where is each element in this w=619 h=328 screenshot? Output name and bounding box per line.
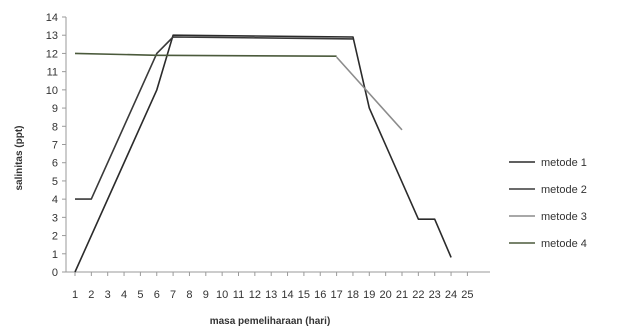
y-tick-label: 3: [52, 212, 58, 224]
x-tick-label: 24: [445, 289, 457, 301]
legend-label: metode 2: [541, 184, 587, 196]
x-tick-label: 19: [363, 289, 375, 301]
x-tick-label: 10: [216, 289, 228, 301]
y-axis-title: salinitas (ppt): [14, 125, 25, 190]
legend-label: metode 1: [541, 157, 587, 169]
y-tick-label: 14: [46, 12, 58, 24]
x-tick-label: 17: [330, 289, 342, 301]
x-tick-label: 7: [170, 289, 176, 301]
y-tick-label: 11: [47, 67, 58, 79]
y-tick-label: 5: [52, 176, 58, 188]
x-tick-label: 18: [347, 289, 359, 301]
y-tick-label: 10: [46, 85, 58, 97]
y-tick-label: 6: [52, 158, 58, 170]
x-tick-label: 11: [233, 289, 244, 301]
series-line-metode-3: [336, 56, 403, 131]
y-tick-label: 0: [52, 267, 58, 279]
y-tick-label: 12: [46, 48, 58, 60]
x-tick-label: 14: [281, 289, 293, 301]
series-lines: [74, 34, 452, 273]
legend-label: metode 4: [541, 238, 587, 250]
series-line-metode-4: [74, 52, 337, 57]
x-tick-label: 21: [396, 289, 408, 301]
y-tick-label: 8: [52, 121, 58, 133]
y-tick-label: 2: [52, 231, 58, 243]
x-axis-ticks: 1 2 3 4 5 6 7 8 9 10 11 12 13 14 15 16 17 18 19 20 21 22 23 24 2…: [72, 272, 474, 301]
legend-label: metode 3: [541, 211, 587, 223]
x-tick-label: 25: [461, 289, 473, 301]
series-line-metode-1: [74, 34, 452, 273]
x-tick-label: 8: [186, 289, 192, 301]
legend: metode 1 metode 2 metode 3 metode 4: [509, 157, 587, 250]
x-tick-label: 15: [298, 289, 310, 301]
y-tick-label: 13: [46, 30, 58, 42]
x-tick-label: 4: [121, 289, 127, 301]
x-tick-label: 23: [429, 289, 441, 301]
y-tick-label: 1: [52, 249, 58, 261]
x-tick-label: 2: [88, 289, 94, 301]
x-tick-label: 6: [154, 289, 160, 301]
y-tick-label: 9: [52, 103, 58, 115]
x-axis-title: masa pemeliharaan (hari): [210, 316, 331, 327]
x-tick-label: 1: [72, 289, 78, 301]
x-tick-label: 16: [314, 289, 326, 301]
y-tick-label: 7: [52, 140, 58, 152]
x-tick-label: 12: [249, 289, 261, 301]
x-tick-label: 13: [265, 289, 277, 301]
x-tick-label: 3: [105, 289, 111, 301]
x-tick-label: 22: [412, 289, 424, 301]
x-tick-label: 5: [137, 289, 143, 301]
y-tick-label: 4: [52, 194, 58, 206]
x-tick-label: 20: [380, 289, 392, 301]
series-line-metode-2: [75, 36, 354, 200]
x-tick-label: 9: [203, 289, 209, 301]
